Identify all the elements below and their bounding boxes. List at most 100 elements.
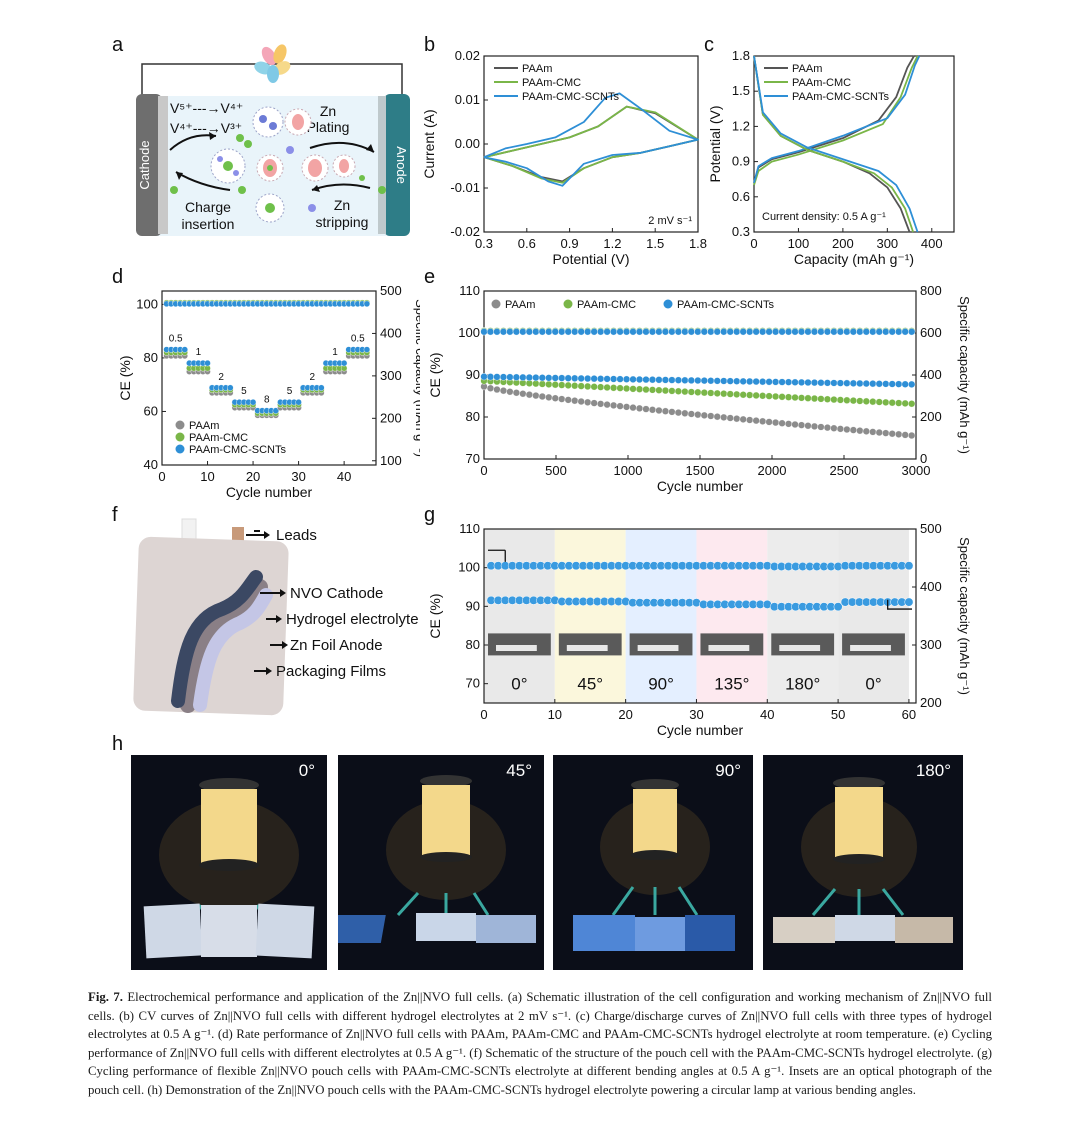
anode-label: Anode (394, 146, 409, 184)
x-tick-label: 0 (158, 469, 165, 484)
cv-series-line (483, 92, 699, 187)
capacity-point (584, 374, 592, 383)
y-tick-label: 70 (466, 676, 480, 691)
capacity-point (888, 380, 896, 388)
lamp-scene-2 (338, 775, 536, 943)
capacity-point (512, 389, 521, 397)
y2-tick-label: 600 (920, 325, 942, 340)
lamp-shade (633, 789, 677, 853)
capacity-point (668, 408, 676, 416)
legend-entry: PAAm-CMC-SCNTs (677, 299, 774, 311)
pouch-cell (835, 915, 895, 941)
leads-label: Leads (276, 527, 317, 544)
capacity-point (817, 395, 825, 403)
y-tick-label: 100 (136, 296, 158, 311)
panel-label-h: h (112, 733, 124, 755)
panel-label-c: c (704, 34, 714, 56)
zn-foil-layer (193, 588, 273, 712)
y2-axis-label: Specific capacity (mAh g⁻¹) (413, 299, 420, 457)
y-tick-label: 40 (144, 457, 158, 472)
capacity-point (512, 373, 521, 381)
capacity-point (843, 396, 851, 404)
capacity-point (603, 383, 611, 392)
capacity-point (830, 379, 838, 387)
legend-entry: PAAm (792, 63, 822, 75)
cv-curve-chart: 0.3 0.6 0.9 1.2 1.5 1.8 -0.02 -0.01 0.00 0.01 0.02… (421, 48, 707, 267)
capacity-point (564, 396, 572, 404)
charge-series-line (753, 55, 914, 233)
segment-background (554, 529, 626, 703)
y-tick-label: 0.02 (455, 48, 480, 63)
ce-point (823, 328, 832, 336)
capacity-point (272, 407, 280, 414)
y2-tick-label: 0 (920, 451, 927, 466)
capacity-point (340, 359, 348, 367)
y-tick-label: -0.01 (450, 180, 480, 195)
charge-discharge-chart: 0 100 200 300 400 0.3 0.6 0.9 1.2 1.5 1.8 Capacity … (707, 48, 955, 267)
y2-tick-label: 100 (380, 453, 402, 468)
capacity-point (804, 378, 812, 387)
pouch-cell (476, 915, 536, 943)
bend-angle-label: 0° (865, 674, 881, 693)
capacity-point (694, 376, 702, 385)
capacity-point (810, 394, 819, 403)
capacity-point (778, 393, 786, 401)
x-tick-label: 0.6 (518, 236, 536, 251)
ce-point (363, 300, 371, 308)
ce-point (616, 328, 624, 336)
segment-background (767, 529, 839, 703)
legend-entry: PAAm-CMC (522, 77, 581, 89)
capacity-point (694, 388, 702, 396)
ce-point (558, 328, 566, 336)
capacity-point (726, 390, 734, 398)
capacity-point (577, 382, 585, 390)
capacity-point (720, 413, 728, 421)
ce-point (603, 328, 611, 336)
y2-tick-label: 400 (920, 579, 942, 594)
capacity-point (661, 386, 670, 395)
y-tick-label: 0.3 (732, 224, 750, 239)
x-tick-label: 40 (760, 707, 774, 722)
y2-axis-label: Specific capacity (mAh g⁻¹) (957, 537, 972, 695)
bend-angle-label: 0° (511, 674, 527, 693)
capacity-point (707, 412, 715, 420)
capacity-point (249, 398, 257, 406)
y-axis-label: CE (%) (120, 355, 133, 400)
x-axis-label: Cycle number (657, 478, 744, 494)
capacity-point (655, 406, 663, 415)
ce-point (726, 328, 734, 336)
capacity-point (856, 379, 864, 388)
legend-entry: PAAm-CMC-SCNTs (522, 91, 619, 103)
capacity-point (545, 374, 553, 382)
capacity-point (752, 391, 760, 400)
inset-photo (842, 633, 905, 656)
scan-rate-annotation: 2 mV s⁻¹ (648, 215, 692, 227)
ce-point (862, 328, 870, 336)
x-tick-label: 0.3 (475, 236, 493, 251)
pouch-cell (338, 915, 386, 943)
capacity-point (833, 602, 843, 612)
segment-background (625, 529, 697, 703)
ce-point (752, 328, 760, 336)
capacity-point (532, 380, 540, 388)
reaction-1: V⁵⁺---→V⁴⁺ (170, 100, 243, 116)
charge-series-line (753, 55, 921, 183)
lamp-scene-1 (143, 778, 315, 959)
figure-caption: Fig. 7. Electrochemical performance and … (88, 988, 992, 1100)
x-axis-label: Potential (V) (552, 251, 629, 267)
capacity-point (597, 400, 605, 408)
capacity-point (875, 398, 883, 406)
lamp-photo-180deg: 180° (763, 755, 963, 970)
capacity-point (519, 373, 527, 381)
cv-series-line (483, 105, 699, 184)
ce-point (843, 328, 851, 336)
capacity-point (765, 392, 773, 400)
zn-plating-label-1: Zn (320, 103, 336, 119)
capacity-point (869, 398, 877, 406)
ce-point (486, 328, 495, 336)
x-tick-label: 1000 (614, 463, 643, 478)
ce-point (817, 328, 825, 336)
pouch-cell (573, 915, 635, 951)
capacity-point (759, 392, 767, 400)
ce-point (772, 328, 780, 336)
